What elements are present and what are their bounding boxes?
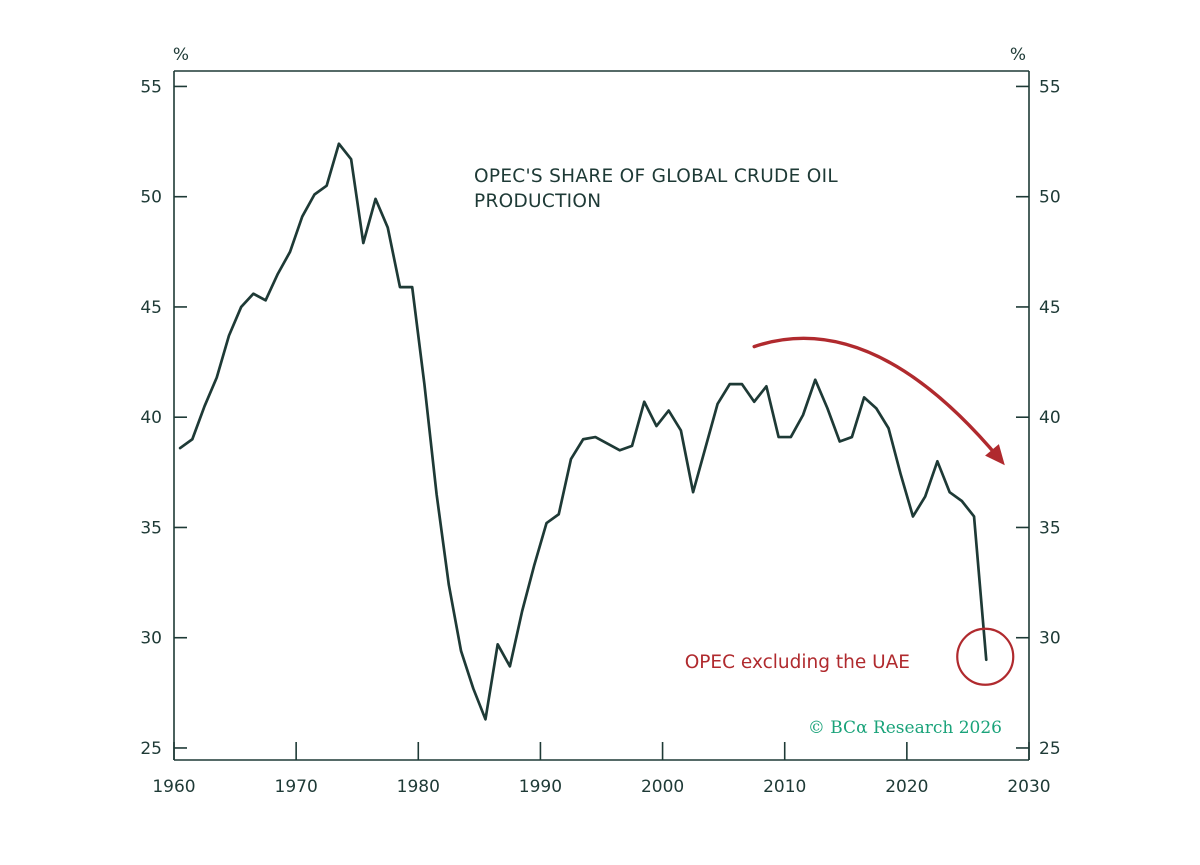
y-tick-label-left: 35 — [140, 518, 162, 538]
y-unit-left: % — [173, 45, 189, 65]
y-tick-label-right: 35 — [1039, 518, 1061, 538]
chart-title-line-1: OPEC'S SHARE OF GLOBAL CRUDE OIL — [474, 166, 838, 187]
trend-arrow-head — [985, 444, 1005, 466]
x-tick-label: 2000 — [641, 777, 684, 797]
x-tick-label: 2010 — [763, 777, 806, 797]
y-tick-label-left: 25 — [140, 739, 162, 759]
y-tick-label-left: 50 — [140, 188, 162, 208]
x-tick-label: 1970 — [275, 777, 318, 797]
annotation-label: OPEC excluding the UAE — [685, 652, 910, 673]
chart-title-line-2: PRODUCTION — [474, 191, 601, 212]
y-tick-label-left: 45 — [140, 298, 162, 318]
annotation-circle — [956, 627, 1015, 686]
axes-layer — [173, 70, 1030, 761]
x-tick-label: 1990 — [519, 777, 562, 797]
x-tick-label: 2030 — [1007, 777, 1050, 797]
x-tick-label: 1980 — [397, 777, 440, 797]
y-tick-label-left: 30 — [140, 629, 162, 649]
credit-text: © BCα Research 2026 — [808, 718, 1002, 738]
y-unit-right: % — [1010, 45, 1026, 65]
series-line-opec-share — [178, 142, 988, 721]
y-tick-label-right: 40 — [1039, 408, 1061, 428]
x-tick-label: 1960 — [152, 777, 195, 797]
x-tick-label: 2020 — [885, 777, 928, 797]
trend-arrow-curve — [752, 336, 1002, 461]
y-tick-label-right: 30 — [1039, 629, 1061, 649]
series-layer — [178, 142, 988, 721]
y-tick-label-left: 40 — [140, 408, 162, 428]
y-tick-label-right: 50 — [1039, 188, 1061, 208]
y-tick-label-right: 45 — [1039, 298, 1061, 318]
y-tick-label-left: 55 — [140, 77, 162, 97]
y-tick-label-right: 55 — [1039, 77, 1061, 97]
annotation-layer — [752, 336, 1015, 686]
y-tick-label-right: 25 — [1039, 739, 1061, 759]
ticks-layer: 25 25 30 30 35 35 40 40 45 45 50 50 55 55 1960 1970 1980… — [140, 77, 1060, 797]
